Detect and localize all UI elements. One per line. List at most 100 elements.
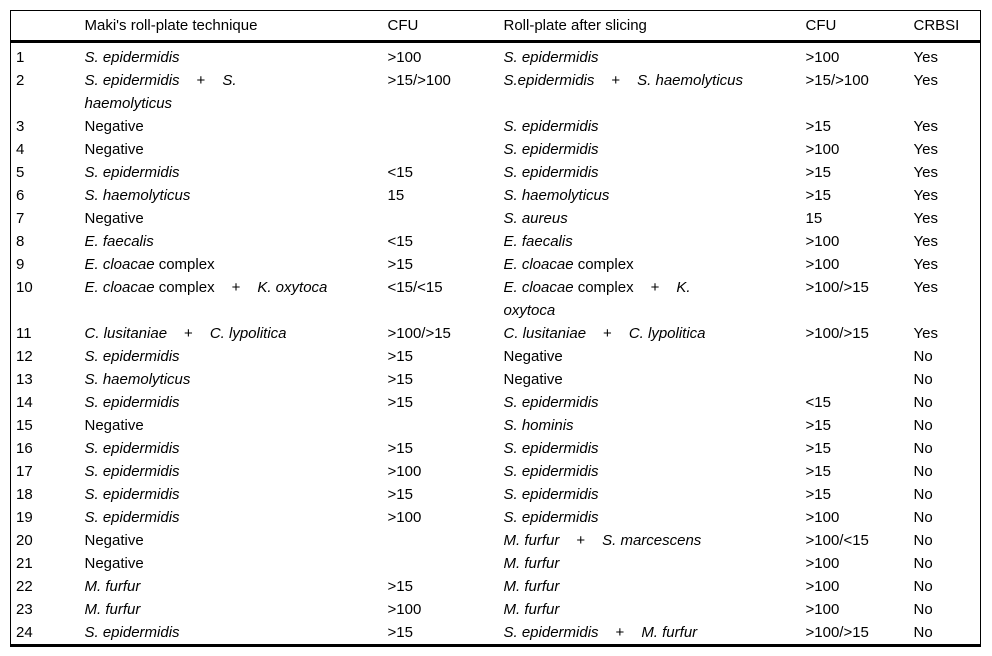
crbsi-status-cell: Yes	[913, 164, 938, 181]
table-row: 17 S. epidermidis >100 S. epidermidis >1…	[11, 460, 981, 483]
maki-cfu-cell: >15	[387, 394, 413, 411]
crbsi-status-cell: Yes	[913, 325, 938, 342]
maki-cfu-cell	[388, 138, 504, 161]
maki-cfu-cell	[388, 207, 504, 230]
col-header-roll-plate-after-slicing: Roll-plate after slicing	[503, 10, 806, 43]
maki-result-cell: S. epidermidis	[84, 348, 180, 365]
document-page: Maki's roll-plate technique CFU Roll-pla…	[10, 10, 981, 647]
maki-cfu-cell: 15	[387, 187, 405, 204]
slicing-cfu-cell: >15	[805, 463, 831, 480]
crbsi-status-cell: Yes	[913, 72, 938, 89]
maki-result-cell: S. epidermidis	[84, 394, 180, 411]
slicing-result-cell: Negative	[503, 348, 563, 365]
maki-cfu-cell	[388, 529, 504, 552]
slicing-result-cell: S. epidermidis + M. furfur	[503, 624, 698, 641]
slicing-cfu-cell: >15	[805, 417, 831, 434]
crbsi-status-cell: No	[913, 624, 933, 641]
table-row: 24 S. epidermidis >15 S. epidermidis + M. …	[11, 621, 981, 646]
row-number-cell: 1	[16, 49, 25, 66]
maki-result-cell: S. epidermidis	[84, 509, 180, 526]
row-number-cell: 13	[16, 371, 33, 388]
table-row: 18 S. epidermidis >15 S. epidermidis >15…	[11, 483, 981, 506]
col-header-cfu-2: CFU	[805, 10, 914, 43]
crbsi-status-cell: Yes	[913, 210, 938, 227]
row-number-cell: 9	[16, 256, 25, 273]
row-number-cell: 15	[16, 417, 33, 434]
slicing-result-cell: S.epidermidis + S. haemolyticus	[503, 72, 744, 89]
slicing-result-cell: C. lusitaniae + C. lypolitica	[503, 325, 706, 342]
crbsi-status-cell: No	[913, 371, 933, 388]
maki-result-cell: S. haemolyticus	[84, 187, 191, 204]
header-row: Maki's roll-plate technique CFU Roll-pla…	[10, 10, 981, 43]
slicing-result-cell: E. cloacae complex + K. oxytoca	[503, 279, 691, 319]
maki-cfu-cell: <15	[387, 233, 413, 250]
slicing-result-cell: Negative	[503, 371, 563, 388]
row-number-cell: 5	[16, 164, 25, 181]
crbsi-status-cell: No	[913, 601, 933, 618]
table-row: 19 S. epidermidis >100 S. epidermidis >1…	[11, 506, 981, 529]
table-row: 2 S. epidermidis + S. haemolyticus >15/>100…	[11, 69, 981, 115]
table-row: 13 S. haemolyticus >15 Negative No	[11, 368, 981, 391]
slicing-result-cell: M. furfur	[503, 601, 560, 618]
slicing-cfu-cell: >100	[805, 141, 840, 158]
maki-cfu-cell: >15/>100	[387, 72, 451, 89]
slicing-cfu-cell: >15	[805, 486, 831, 503]
crbsi-status-cell: No	[913, 509, 933, 526]
slicing-cfu-cell: 15	[805, 210, 823, 227]
maki-cfu-cell: >100	[387, 463, 422, 480]
maki-cfu-cell: >100	[387, 509, 422, 526]
slicing-cfu-cell: <15	[805, 394, 831, 411]
table-row: 9 E. cloacae complex >15 E. cloacae comp…	[11, 253, 981, 276]
maki-cfu-cell	[388, 414, 504, 437]
maki-cfu-cell: >15	[387, 578, 413, 595]
slicing-cfu-cell: >100/<15	[805, 532, 869, 549]
slicing-result-cell: M. furfur	[503, 578, 560, 595]
row-number-cell: 20	[16, 532, 33, 549]
slicing-cfu-cell: >100	[805, 233, 840, 250]
table-row: 16 S. epidermidis >15 S. epidermidis >15…	[11, 437, 981, 460]
row-number-cell: 24	[16, 624, 33, 641]
maki-result-cell: Negative	[84, 532, 144, 549]
slicing-result-cell: S. epidermidis	[503, 118, 599, 135]
slicing-cfu-cell: >100	[805, 509, 840, 526]
table-row: 5 S. epidermidis <15 S. epidermidis >15 …	[11, 161, 981, 184]
slicing-result-cell: E. faecalis	[503, 233, 573, 250]
table-row: 1 S. epidermidis >100 S. epidermidis >10…	[11, 42, 981, 70]
table-row: 14 S. epidermidis >15 S. epidermidis <15…	[11, 391, 981, 414]
maki-result-cell: Negative	[84, 141, 144, 158]
row-number-cell: 17	[16, 463, 33, 480]
maki-cfu-cell: >100	[387, 49, 422, 66]
maki-result-cell: C. lusitaniae + C. lypolitica	[84, 325, 287, 342]
catheter-culture-table: Maki's roll-plate technique CFU Roll-pla…	[10, 10, 981, 647]
slicing-cfu-cell	[806, 368, 914, 391]
row-number-cell: 3	[16, 118, 25, 135]
row-number-cell: 7	[16, 210, 25, 227]
table-row: 23 M. furfur >100 M. furfur >100 No	[11, 598, 981, 621]
maki-cfu-cell: >15	[387, 348, 413, 365]
row-number-cell: 10	[16, 279, 33, 296]
maki-cfu-cell: >100	[387, 601, 422, 618]
slicing-cfu-cell: >100/>15	[805, 279, 869, 296]
crbsi-status-cell: No	[913, 486, 933, 503]
maki-result-cell: S. epidermidis	[84, 486, 180, 503]
crbsi-status-cell: Yes	[913, 118, 938, 135]
table-row: 12 S. epidermidis >15 Negative No	[11, 345, 981, 368]
crbsi-status-cell: Yes	[913, 141, 938, 158]
maki-cfu-cell	[388, 115, 504, 138]
maki-result-cell: S. epidermidis	[84, 164, 180, 181]
maki-result-cell: M. furfur	[84, 601, 141, 618]
row-number-cell: 12	[16, 348, 33, 365]
crbsi-status-cell: Yes	[913, 187, 938, 204]
maki-result-cell: Negative	[84, 118, 144, 135]
maki-cfu-cell: <15/<15	[387, 279, 443, 296]
crbsi-status-cell: No	[913, 555, 933, 572]
crbsi-status-cell: No	[913, 440, 933, 457]
maki-cfu-cell: <15	[387, 164, 413, 181]
crbsi-status-cell: Yes	[913, 256, 938, 273]
slicing-result-cell: S. aureus	[503, 210, 568, 227]
row-number-cell: 23	[16, 601, 33, 618]
crbsi-status-cell: No	[913, 463, 933, 480]
table-row: 20 Negative M. furfur + S. marcescens >100…	[11, 529, 981, 552]
crbsi-status-cell: Yes	[913, 233, 938, 250]
slicing-cfu-cell: >15/>100	[805, 72, 869, 89]
